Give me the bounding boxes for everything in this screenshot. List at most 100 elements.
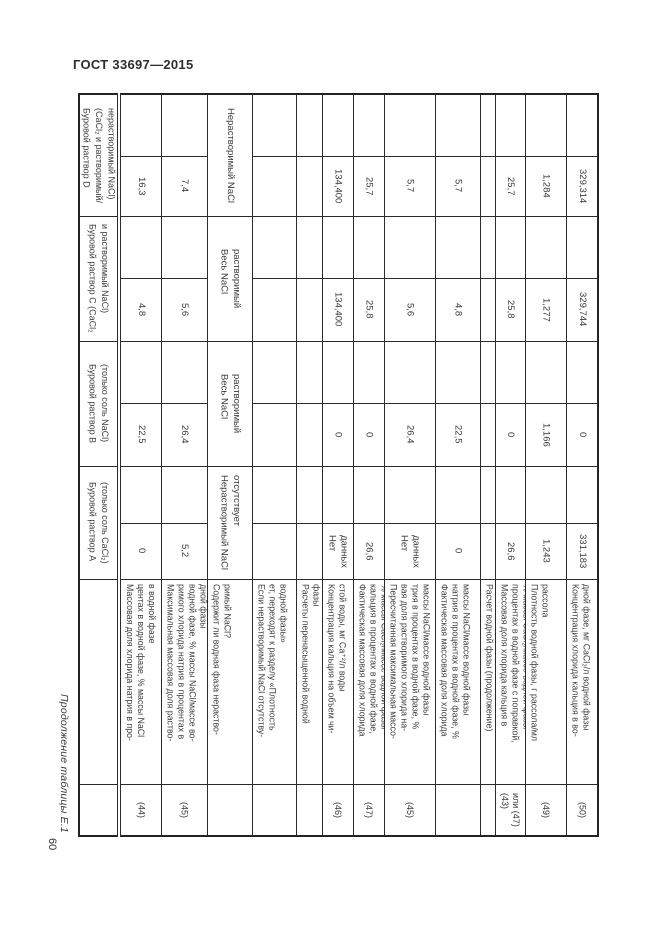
band-b-lower: 22,5 26,4 0 0 26,4 22,5 0 1,166 0 (79, 402, 599, 467)
desc-cell-c43-47: Массовая доля хлорида кальция в процента… (494, 578, 526, 785)
empty-cell (383, 215, 436, 279)
desc-cell-c46: Концентрация кальция на объем чи- стой в… (321, 578, 354, 785)
desc-cell-c50: Концентрация хлорида кальция в во- дной … (565, 578, 599, 785)
value-cell-a-c45: 5,2 (160, 522, 208, 580)
value-cell-c-c49: 1,277 (524, 277, 567, 342)
empty-cell (565, 93, 599, 157)
rotated-table-wrapper: Буровой раствор D (CaCl₂ и растворимый/ … (78, 93, 599, 837)
empty-cell (494, 340, 526, 404)
empty-cell (479, 465, 496, 524)
empty-cell (352, 340, 385, 404)
empty-cell (206, 783, 253, 837)
value-cell-a-c49: 1,243 (524, 522, 567, 580)
num-cell-c46: (46) (321, 783, 354, 837)
empty-cell (434, 215, 481, 279)
empty-cell (434, 93, 481, 157)
row-header-c-label: Буровой раствор С (CaCl₂ и растворимый N… (87, 224, 111, 333)
num-cell-c45b: (45) (383, 783, 436, 837)
value-cell-c-c45b: 5,6 (383, 277, 436, 342)
band-d-lower: 16,3 7,4 134,400 25,7 5,7 5,7 25,7 1,284… (79, 155, 599, 217)
value-cell-d-c50: 329,314 (565, 155, 599, 217)
num-cell-c49: (49) (524, 783, 567, 837)
empty-cell (434, 465, 481, 524)
empty-cell (479, 522, 496, 580)
row-header-cell-a: Буровой раствор А (только соль CaCl₂) (78, 465, 121, 580)
value-cell-d-c47: 25,7 (352, 155, 385, 217)
row-header-a-label: Буровой раствор А (только соль CaCl₂) (87, 481, 111, 564)
band-a-lower: 0 5,2 Нет данных 26,6 Нет данных 0 26,6 … (79, 522, 599, 580)
desc-cell-raschety: Расчеты перенасыщенной водной фазы (295, 578, 323, 785)
value-cell-a-c47: 26,6 (352, 522, 385, 580)
band-c-upper: Буровой раствор С (CaCl₂ и растворимый N… (78, 215, 599, 342)
value-cell-c-contains: Весь NaCl растворимый (206, 215, 253, 342)
value-cell-b-c50: 0 (565, 402, 599, 467)
empty-cell (118, 465, 162, 524)
value-cell-d-c45: 7,4 (160, 155, 208, 217)
value-cell-c-c46: 134,400 (321, 277, 354, 342)
empty-cell (479, 215, 496, 279)
row-header-cell-b: Буровой раствор В (только соль NaCl) (78, 340, 121, 467)
empty-cell (352, 465, 385, 524)
num-cell-c50: (50) (565, 783, 599, 837)
value-cell-b-c45: 26,4 (160, 402, 208, 467)
num-cell-c44: (44) (118, 783, 162, 837)
band-a-upper: Буровой раствор А (только соль CaCl₂) Не… (78, 465, 599, 580)
empty-cell (160, 340, 208, 404)
empty-cell (251, 155, 297, 217)
value-cell-d-c49: 1,284 (524, 155, 567, 217)
value-cell-c-c50: 329,744 (565, 277, 599, 342)
empty-cell (565, 340, 599, 404)
value-cell-c-fakt: 4,8 (434, 277, 481, 342)
value-cell-d-c45b: 5,7 (383, 155, 436, 217)
band-c-lower: 4,8 5,6 134,400 25,8 5,6 4,8 25,8 1,277 … (79, 277, 599, 342)
empty-cell (383, 465, 436, 524)
empty-cell (295, 522, 323, 580)
value-cell-b-c49: 1,166 (524, 402, 567, 467)
empty-cell (565, 215, 599, 279)
row-header-b-label: Буровой раствор В (только соль NaCl) (87, 363, 111, 444)
value-cell-a-c50: 331,183 (565, 522, 599, 580)
empty-cell (160, 465, 208, 524)
value-cell-b-c47: 0 (352, 402, 385, 467)
empty-cell (251, 402, 297, 467)
empty-cell (524, 93, 567, 157)
empty-cell (479, 277, 496, 342)
empty-cell (524, 215, 567, 279)
empty-cell (494, 215, 526, 279)
empty-cell (352, 93, 385, 157)
empty-cell (295, 402, 323, 467)
desc-cell-esli: Если нерастворимый NaCl отсутству- ет, п… (251, 578, 297, 785)
empty-cell (352, 215, 385, 279)
value-cell-c-c47: 25,8 (352, 277, 385, 342)
empty-cell (251, 340, 297, 404)
value-cell-d-c46: 134,400 (321, 155, 354, 217)
empty-cell (295, 340, 323, 404)
empty-cell (251, 783, 297, 837)
desc-cell-raschet2: Расчет водной фазы (продолжение) (479, 578, 496, 785)
empty-cell (321, 465, 354, 524)
row-numbers-band: (44) (45) (46) (47) (45) (43) или (47) (… (78, 783, 599, 837)
empty-cell (251, 215, 297, 279)
value-cell-c-c43-47: 25,8 (494, 277, 526, 342)
value-cell-b-c43-47: 0 (494, 402, 526, 467)
num-cell-c43-47: (43) или (47) (494, 783, 526, 837)
empty-cell (494, 465, 526, 524)
value-cell-a-c43-47: 26,6 (494, 522, 526, 580)
table-caption: Продолжение таблицы Е.1 (58, 694, 70, 833)
value-cell-c-c45: 5,6 (160, 277, 208, 342)
empty-cell (295, 277, 323, 342)
empty-cell (321, 93, 354, 157)
value-cell-d-fakt: 5,7 (434, 155, 481, 217)
empty-cell (295, 215, 323, 279)
empty-cell (479, 93, 496, 157)
value-cell-a-contains: Нерастворимый NaCl отсутствует (206, 465, 253, 580)
empty-cell (565, 465, 599, 524)
value-cell-d-c44: 16,3 (118, 155, 162, 217)
empty-cell (160, 215, 208, 279)
empty-cell (251, 277, 297, 342)
row-header-cell-c: Буровой раствор С (CaCl₂ и растворимый N… (78, 215, 121, 342)
desc-cell-c49: Плотность водной фазы, г рассола/мл расс… (524, 578, 567, 785)
empty-cell (479, 402, 496, 467)
descriptions-band: Массовая доля хлорида натрия в про- цент… (78, 578, 599, 785)
value-cell-b-c45b: 26,4 (383, 402, 436, 467)
